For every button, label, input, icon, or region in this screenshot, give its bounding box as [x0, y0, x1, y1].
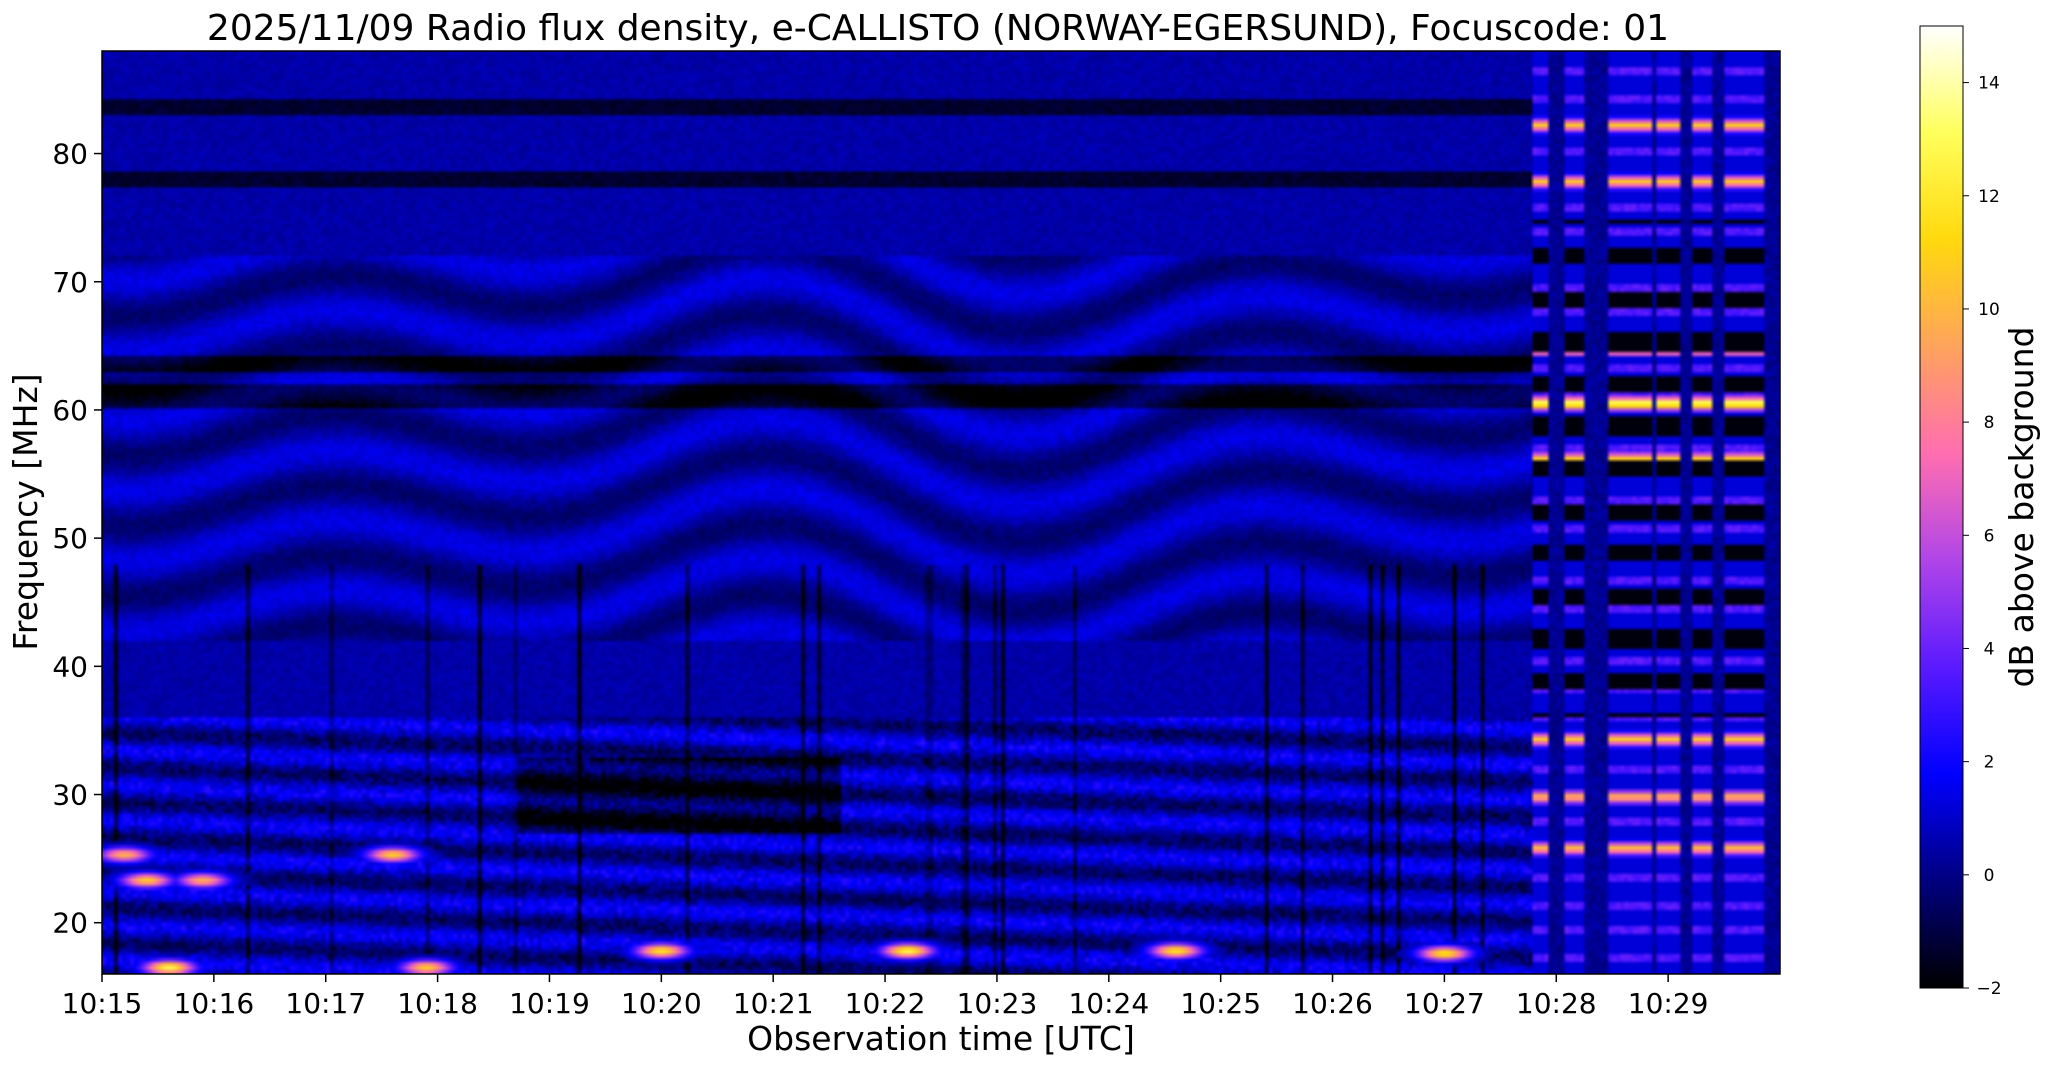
- x-tick-label: 10:16: [174, 987, 255, 1020]
- colorbar-tick-label: 4: [1984, 639, 1995, 659]
- x-tick-label: 10:17: [285, 987, 366, 1020]
- y-tick-label: 70: [52, 266, 88, 299]
- x-tick-label: 10:20: [621, 987, 702, 1020]
- x-axis: 10:15 10:16 10:17 10:18 10:19 10:20 10:21 10:22…: [62, 974, 1709, 1020]
- colorbar-tick-label: −2: [1976, 979, 2001, 999]
- colorbar: [1919, 25, 1964, 989]
- colorbar-tick-label: 8: [1984, 413, 1995, 433]
- x-tick-label: 10:23: [957, 987, 1038, 1020]
- x-tick-label: 10:24: [1068, 987, 1149, 1020]
- plot-frame: [101, 50, 1781, 975]
- y-tick-label: 20: [52, 907, 88, 940]
- colorbar-tick-label: 14: [1978, 74, 2000, 94]
- y-tick-label: 30: [52, 779, 88, 812]
- heatmap-image: [102, 51, 1780, 974]
- colorbar-tick-label: 12: [1978, 187, 2000, 207]
- heatmap-canvas: [102, 51, 1780, 974]
- colorbar-label: dB above background: [2002, 327, 2041, 688]
- x-tick-label: 10:21: [733, 987, 814, 1020]
- x-tick-label: 10:26: [1292, 987, 1373, 1020]
- y-tick-label: 80: [52, 138, 88, 171]
- y-tick-label: 50: [52, 522, 88, 555]
- colorbar-axis: −2 0 2 4 6 8 10 12 14: [1963, 74, 2002, 999]
- x-tick-label: 10:22: [845, 987, 926, 1020]
- colorbar-tick-label: 6: [1984, 526, 1995, 546]
- y-tick-label: 60: [52, 394, 88, 427]
- y-tick-label: 40: [52, 650, 88, 683]
- x-axis-label: Observation time [UTC]: [747, 1019, 1135, 1058]
- colorbar-tick-label: 2: [1984, 753, 1995, 773]
- x-tick-label: 10:18: [397, 987, 478, 1020]
- y-axis: 20 30 40 50 60 70 80: [52, 138, 102, 940]
- x-tick-label: 10:29: [1628, 987, 1709, 1020]
- y-axis-label: Frequency [MHz]: [6, 373, 45, 650]
- x-tick-label: 10:27: [1404, 987, 1485, 1020]
- colorbar-tick-label: 10: [1978, 300, 2000, 320]
- x-tick-label: 10:19: [509, 987, 590, 1020]
- x-tick-label: 10:28: [1516, 987, 1597, 1020]
- chart-title: 2025/11/09 Radio flux density, e-CALLIST…: [207, 8, 1669, 49]
- x-tick-label: 10:25: [1180, 987, 1261, 1020]
- x-tick-label: 10:15: [62, 987, 143, 1020]
- colorbar-tick-label: 0: [1984, 866, 1995, 886]
